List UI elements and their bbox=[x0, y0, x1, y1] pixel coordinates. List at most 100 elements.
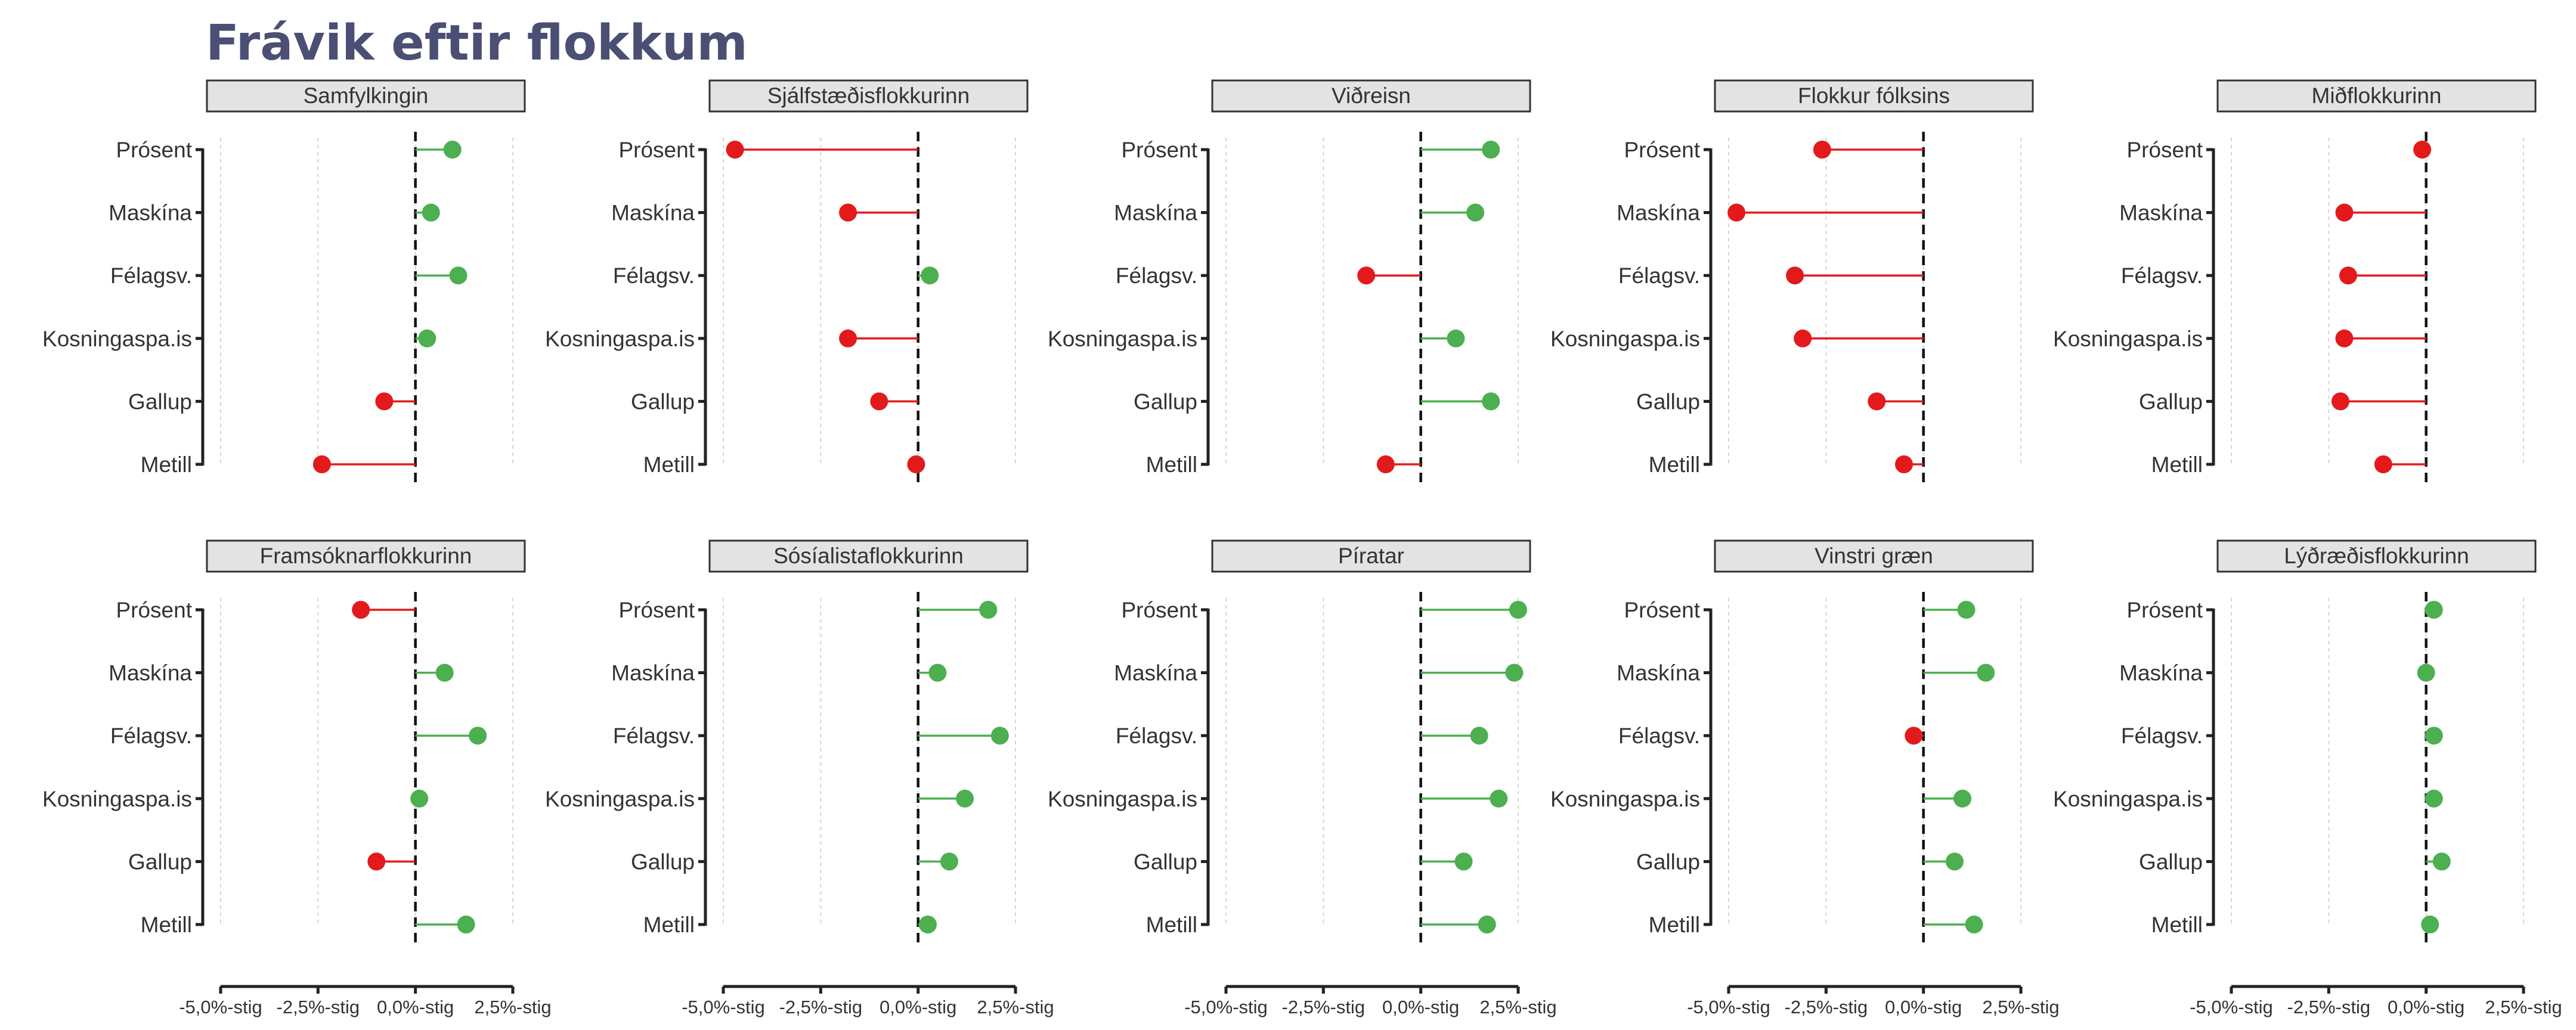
y-tick-label: Gallup bbox=[1134, 389, 1197, 414]
lollipop-point bbox=[1868, 392, 1886, 411]
y-tick-label: Prósent bbox=[618, 138, 695, 162]
lollipop-point bbox=[469, 727, 487, 745]
y-tick-label: Prósent bbox=[1624, 138, 1700, 162]
facet-strip bbox=[206, 539, 526, 573]
facet-strip bbox=[1714, 539, 2034, 573]
x-tick-label: 0,0%-stig bbox=[880, 997, 956, 1017]
y-tick-label: Metill bbox=[2151, 913, 2203, 937]
lollipop-point bbox=[979, 601, 998, 619]
facet-panel: Viðreisn Prósent Maskína Félagsv. Kosningasp… bbox=[1048, 79, 1531, 483]
y-tick-label: Félagsv. bbox=[110, 263, 192, 288]
y-tick-label: Prósent bbox=[1121, 138, 1197, 162]
y-tick-label: Metill bbox=[1146, 452, 1197, 477]
y-tick-label: Metill bbox=[141, 452, 192, 477]
y-tick-label: Kosningaspa.is bbox=[545, 787, 695, 811]
lollipop-point bbox=[435, 663, 454, 682]
lollipop-point bbox=[1957, 601, 1976, 619]
y-tick-label: Maskína bbox=[109, 661, 192, 685]
lollipop-point bbox=[1727, 203, 1746, 222]
lollipop-point bbox=[1447, 329, 1465, 348]
y-tick-label: Gallup bbox=[2139, 389, 2203, 414]
facet-strip bbox=[708, 79, 1029, 113]
facet-panel: Flokkur fólksins Prósent Maskína Félagsv. Ko… bbox=[1550, 79, 2034, 483]
lollipop-point bbox=[410, 789, 429, 808]
lollipop-point bbox=[2331, 392, 2349, 411]
lollipop-point bbox=[726, 141, 744, 159]
y-tick-label: Gallup bbox=[128, 849, 192, 874]
facet-label: Píratar bbox=[1338, 544, 1404, 568]
facet-strip bbox=[1211, 79, 1531, 113]
lollipop-point bbox=[1376, 455, 1395, 473]
lollipop-point bbox=[367, 852, 386, 871]
facet-panel: Samfylkingin Prósent Maskína Félagsv. Kosnin… bbox=[42, 79, 526, 483]
y-tick-label: Maskína bbox=[611, 201, 695, 225]
y-tick-label: Maskína bbox=[1617, 661, 1700, 685]
lollipop-point bbox=[2425, 789, 2443, 808]
lollipop-point bbox=[352, 601, 370, 619]
y-tick-label: Félagsv. bbox=[1618, 724, 1700, 748]
lollipop-point bbox=[1905, 727, 1923, 745]
lollipop-point bbox=[1813, 141, 1831, 159]
facet-label: Vinstri græn bbox=[1815, 544, 1933, 568]
y-tick-label: Prósent bbox=[618, 598, 695, 622]
y-tick-label: Maskína bbox=[109, 201, 192, 225]
y-tick-label: Félagsv. bbox=[2121, 263, 2203, 288]
lollipop-point bbox=[312, 455, 331, 473]
y-tick-label: Kosningaspa.is bbox=[1550, 327, 1700, 351]
facet-strip bbox=[206, 79, 526, 113]
y-tick-label: Félagsv. bbox=[613, 724, 695, 748]
y-tick-label: Prósent bbox=[1121, 598, 1197, 622]
x-tick-label: -5,0%-stig bbox=[1184, 997, 1268, 1017]
x-tick-label: 2,5%-stig bbox=[2485, 997, 2562, 1017]
facet-label: Miðflokkurinn bbox=[2312, 83, 2442, 108]
lollipop-point bbox=[839, 203, 857, 222]
x-tick-label: -2,5%-stig bbox=[779, 997, 863, 1017]
x-tick-label: 0,0%-stig bbox=[377, 997, 454, 1017]
facet-panel: Sósíalistaflokkurinn Prósent Maskína Félags… bbox=[545, 539, 1054, 1017]
lollipop-point bbox=[1470, 727, 1488, 745]
y-tick-label: Prósent bbox=[116, 138, 192, 162]
lollipop-point bbox=[956, 789, 974, 808]
y-tick-label: Prósent bbox=[1624, 598, 1700, 622]
lollipop-point bbox=[443, 141, 462, 159]
lollipop-point bbox=[2413, 141, 2432, 159]
y-tick-label: Kosningaspa.is bbox=[2053, 787, 2203, 811]
lollipop-point bbox=[2417, 663, 2435, 682]
facet-strip bbox=[2216, 79, 2537, 113]
lollipop-point bbox=[1454, 852, 1473, 871]
lollipop-point bbox=[2339, 266, 2357, 285]
facet-grid: Samfylkingin Prósent Maskína Félagsv. Kosnin… bbox=[42, 79, 2562, 1017]
x-tick-label: -5,0%-stig bbox=[179, 997, 262, 1017]
lollipop-point bbox=[928, 663, 947, 682]
y-tick-label: Gallup bbox=[1636, 389, 1700, 414]
lollipop-point bbox=[839, 329, 857, 348]
y-tick-label: Metill bbox=[141, 913, 192, 937]
lollipop-point bbox=[2335, 329, 2354, 348]
y-tick-label: Gallup bbox=[1636, 849, 1700, 874]
x-tick-label: -5,0%-stig bbox=[1687, 997, 1770, 1017]
y-tick-label: Maskína bbox=[1617, 201, 1700, 225]
lollipop-point bbox=[418, 329, 436, 348]
y-tick-label: Metill bbox=[643, 913, 695, 937]
y-tick-label: Gallup bbox=[2139, 849, 2203, 874]
lollipop-point bbox=[1482, 141, 1500, 159]
y-tick-label: Maskína bbox=[1114, 661, 1197, 685]
lollipop-point bbox=[919, 916, 937, 933]
y-tick-label: Kosningaspa.is bbox=[2053, 327, 2203, 351]
x-tick-label: 0,0%-stig bbox=[2388, 997, 2464, 1017]
y-tick-label: Prósent bbox=[2126, 598, 2203, 622]
y-tick-label: Maskína bbox=[2119, 201, 2203, 225]
y-tick-label: Metill bbox=[2151, 452, 2203, 477]
y-tick-label: Prósent bbox=[2126, 138, 2203, 162]
y-tick-label: Maskína bbox=[611, 661, 695, 685]
facet-label: Sósíalistaflokkurinn bbox=[773, 544, 964, 568]
facet-panel: Miðflokkurinn Prósent Maskína Félagsv. Kosni… bbox=[2053, 79, 2537, 483]
lollipop-point bbox=[1965, 916, 1983, 933]
x-tick-label: 2,5%-stig bbox=[474, 997, 551, 1017]
facet-label: Viðreisn bbox=[1332, 83, 1411, 108]
lollipop-point bbox=[1490, 789, 1508, 808]
y-tick-label: Félagsv. bbox=[1618, 263, 1700, 288]
lollipop-point bbox=[2432, 852, 2451, 871]
lollipop-point bbox=[907, 455, 925, 473]
chart-title: Frávik eftir flokkum bbox=[206, 15, 748, 72]
